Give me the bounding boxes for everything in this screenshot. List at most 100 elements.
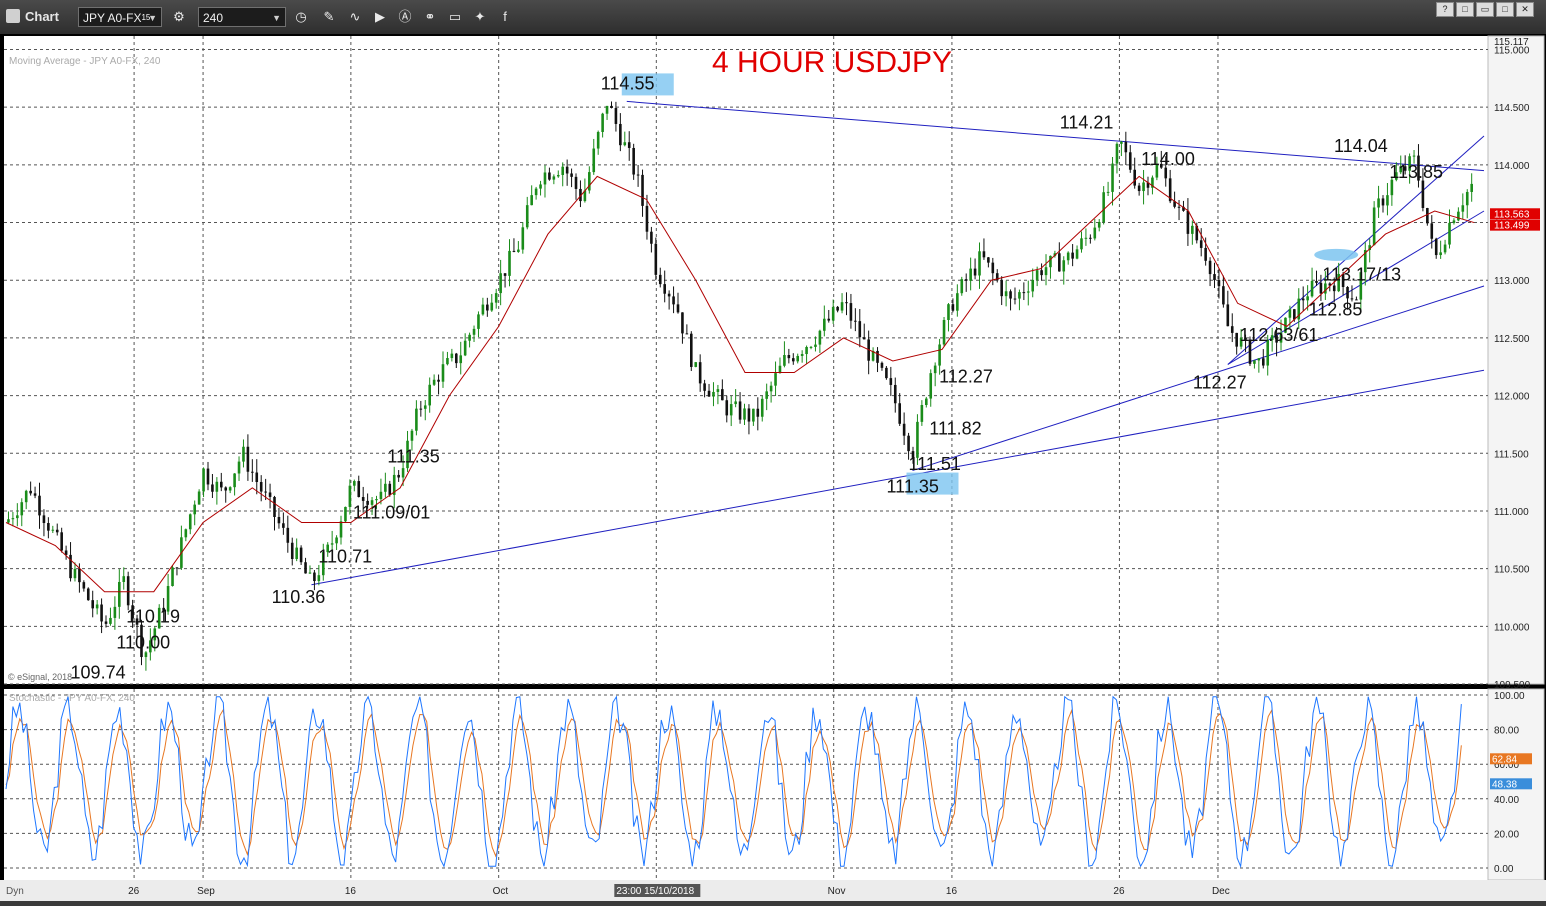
candle-body xyxy=(929,373,933,399)
candle-body xyxy=(871,350,875,361)
candle-body xyxy=(1261,358,1265,366)
candle-body xyxy=(588,172,591,191)
link-icon[interactable]: ⚭ xyxy=(424,9,436,24)
candle-body xyxy=(1399,166,1403,173)
candle-body xyxy=(1412,155,1416,157)
candle-body xyxy=(317,575,321,582)
candle-body xyxy=(428,384,431,406)
candle-body xyxy=(1217,280,1221,287)
candle-body xyxy=(1173,201,1176,207)
candle-body xyxy=(561,166,565,175)
chart-area[interactable]: 115.000114.500114.000113.500113.000112.5… xyxy=(0,34,1546,901)
candle-body xyxy=(78,568,81,583)
chevron-down-icon[interactable]: ▼ xyxy=(272,13,281,23)
twitter-icon[interactable]: ✦ xyxy=(474,9,486,24)
minimize-button[interactable]: ▭ xyxy=(1476,2,1494,17)
x-tick-label: Sep xyxy=(197,886,215,897)
price-annotation: 112.27 xyxy=(939,366,993,386)
stochastic-title: Stochastic - JPY A0-FX, 240 xyxy=(9,693,135,704)
price-annotation: 110.71 xyxy=(318,546,372,566)
facebook-icon[interactable]: f xyxy=(503,9,507,24)
chart-svg[interactable]: 115.000114.500114.000113.500113.000112.5… xyxy=(0,34,1546,901)
candle-body xyxy=(1146,182,1150,188)
candle-body xyxy=(1408,156,1411,171)
price-annotation: 114.55 xyxy=(601,73,655,93)
chevron-down-icon[interactable]: ▼ xyxy=(148,13,157,23)
candle-body xyxy=(82,582,86,589)
candle-body xyxy=(401,468,405,478)
candle-body xyxy=(729,404,733,416)
candle-body xyxy=(512,250,516,252)
candle-body xyxy=(938,344,941,366)
comment-icon[interactable]: ▭ xyxy=(448,9,462,24)
candle-body xyxy=(20,502,24,516)
float-button[interactable]: □ xyxy=(1456,2,1474,17)
candle-body xyxy=(1328,283,1332,286)
candle-body xyxy=(1115,143,1119,164)
candle-body xyxy=(818,330,822,345)
price-annotation: 112.27 xyxy=(1193,372,1247,392)
stochastic-tick-label: 80.00 xyxy=(1494,726,1519,737)
candle-body xyxy=(592,148,596,173)
candle-body xyxy=(1071,252,1074,259)
candle-body xyxy=(486,304,489,311)
candle-body xyxy=(769,385,773,392)
candle-body xyxy=(1160,163,1163,168)
moving-average-line xyxy=(5,175,1475,593)
candle-body xyxy=(756,408,760,417)
candle-body xyxy=(1053,253,1057,256)
candle-body xyxy=(1111,163,1114,192)
play-icon[interactable]: ▶ xyxy=(375,9,385,24)
candle-body xyxy=(188,514,192,530)
stochastic-tick-label: 60.00 xyxy=(1494,760,1519,771)
candle-body xyxy=(650,231,653,244)
price-annotation: 111.51 xyxy=(909,454,961,474)
candle-body xyxy=(330,543,334,545)
candle-body xyxy=(1386,195,1389,206)
price-annotation: 109.74 xyxy=(71,662,126,682)
gear-icon[interactable]: ⚙ xyxy=(173,9,185,24)
candle-body xyxy=(1319,282,1323,294)
candle-body xyxy=(942,319,946,345)
price-tick-label: 111.500 xyxy=(1494,449,1529,460)
candle-body xyxy=(397,474,400,478)
interval-input[interactable]: 240 ▼ xyxy=(198,7,286,27)
candle-body xyxy=(1363,250,1367,273)
candle-body xyxy=(477,314,480,329)
clock-icon[interactable]: ◷ xyxy=(295,9,307,24)
wave-icon[interactable]: ∿ xyxy=(349,9,361,24)
candle-body xyxy=(995,273,999,281)
candle-body xyxy=(1426,207,1429,224)
candle-body xyxy=(1341,273,1345,288)
candle-body xyxy=(1142,182,1145,192)
candle-body xyxy=(326,544,330,553)
last-price-tag-bg xyxy=(1490,219,1540,231)
candle-body xyxy=(153,628,157,641)
a-icon[interactable]: Ⓐ xyxy=(398,9,412,24)
symbol-input[interactable]: JPY A0-FX15 ▼ xyxy=(78,7,162,27)
candle-body xyxy=(135,618,139,625)
pencil-icon[interactable]: ✎ xyxy=(323,9,335,24)
candle-body xyxy=(579,188,582,202)
candle-body xyxy=(796,355,800,362)
candle-body xyxy=(353,481,356,486)
candle-body xyxy=(1403,166,1407,171)
x-tick-label: Oct xyxy=(493,886,509,897)
help-button[interactable]: ? xyxy=(1436,2,1454,17)
candle-body xyxy=(144,652,148,658)
candle-body xyxy=(725,400,729,416)
candle-body xyxy=(215,481,219,492)
candle-body xyxy=(202,468,205,492)
candle-body xyxy=(1031,279,1035,292)
candle-body xyxy=(854,320,857,322)
maximize-button[interactable]: □ xyxy=(1496,2,1514,17)
stochastic-tick-label: 40.00 xyxy=(1494,795,1519,806)
candle-body xyxy=(1004,291,1008,297)
trendline xyxy=(912,285,1485,472)
candle-body xyxy=(778,365,782,374)
candle-body xyxy=(206,468,210,485)
x-tick-label: Nov xyxy=(828,886,846,897)
candle-body xyxy=(707,390,711,397)
close-button[interactable]: ✕ xyxy=(1516,2,1534,17)
candle-body xyxy=(539,184,542,189)
